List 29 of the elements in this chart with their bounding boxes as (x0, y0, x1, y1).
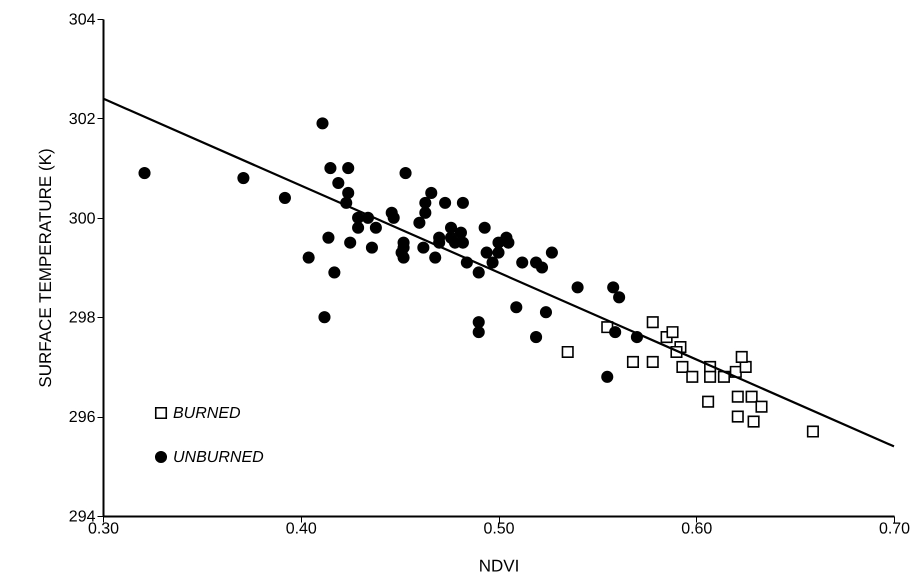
point (704, 370, 716, 383)
y-tick-label: 298 (68, 310, 96, 327)
point (666, 326, 679, 338)
legend-label: BURNED (173, 405, 242, 422)
point (748, 416, 760, 428)
x-tick-label: 0.40 (286, 520, 317, 538)
x-tick-label: 0.50 (483, 520, 515, 538)
legend-label: UNBURNED (173, 449, 264, 466)
y-tick-label: 300 (68, 210, 96, 228)
point (646, 356, 659, 368)
y-tick-label: 302 (68, 110, 96, 128)
point (702, 396, 714, 408)
point (676, 360, 688, 373)
point (755, 400, 768, 413)
point (806, 425, 819, 438)
y-tick-label: 304 (68, 12, 96, 28)
y-axis-title: SURFACE TEMPERATURE (K) (36, 148, 55, 388)
x-axis-title: NDVI (478, 556, 520, 576)
x-tick-label: 0.70 (878, 520, 910, 538)
point (732, 410, 744, 423)
point (686, 370, 698, 383)
point (562, 346, 574, 358)
x-tick-label: 0.60 (681, 520, 712, 538)
point (736, 350, 748, 364)
point (732, 390, 744, 403)
y-tick-label: 296 (68, 409, 96, 426)
point (626, 356, 640, 368)
point (646, 316, 659, 328)
point (746, 390, 758, 403)
